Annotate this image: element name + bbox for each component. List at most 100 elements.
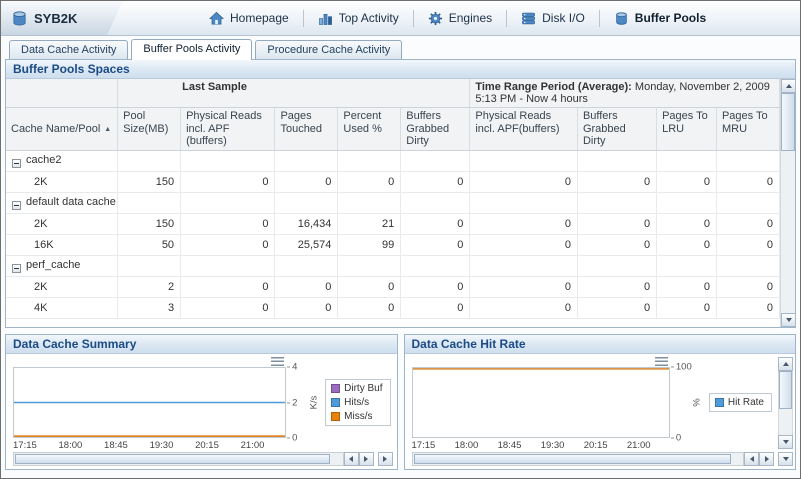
col-header-percent-used[interactable]: Percent Used %: [337, 107, 402, 151]
pool-name: 2K: [34, 175, 48, 188]
server-selector[interactable]: SYB2K: [1, 1, 123, 35]
chart-horizontal-scrollbar[interactable]: [13, 452, 393, 466]
table-row-group-cache2[interactable]: cache2: [6, 150, 780, 172]
cell: 0: [656, 213, 717, 235]
x-axis-tick-label: 20:15: [583, 440, 608, 451]
table-row-group-perf-cache[interactable]: perf_cache: [6, 255, 780, 277]
cache-name: perf_cache: [26, 258, 81, 271]
cell: 0: [400, 234, 471, 256]
pan-down-button[interactable]: [778, 452, 793, 466]
tab-buffer-pools-activity[interactable]: Buffer Pools Activity: [131, 39, 253, 60]
col-header-physical-reads-sample[interactable]: Physical Reads incl. APF (buffers): [180, 107, 276, 151]
scrollbar-track[interactable]: [781, 151, 795, 313]
cell: 0: [274, 171, 339, 193]
data-cache-hit-rate-panel: Data Cache Hit Rate 0 100 % Hit Rate 17:1…: [403, 334, 796, 470]
database-cylinder-icon: [614, 11, 629, 26]
tab-label: Data Cache Activity: [21, 44, 117, 56]
y-axis-title: %: [691, 398, 703, 407]
scrollbar-track[interactable]: [13, 452, 344, 466]
x-axis-tick-label: 18:45: [497, 440, 522, 451]
col-header-pages-to-lru[interactable]: Pages To LRU: [656, 107, 717, 151]
nav-label: Top Activity: [338, 11, 399, 25]
collapse-icon[interactable]: [12, 200, 21, 210]
scroll-right-button[interactable]: [759, 452, 774, 466]
cell: 16,434: [274, 213, 339, 235]
col-header-buffers-grabbed-dirty-range[interactable]: Buffers Grabbed Dirty: [577, 107, 658, 151]
col-label: Pages Touched: [280, 110, 323, 135]
scroll-right-button[interactable]: [358, 452, 374, 466]
panel-header: Data Cache Summary: [6, 335, 397, 354]
chart-horizontal-scrollbar[interactable]: [411, 452, 774, 466]
scroll-left-button[interactable]: [744, 452, 759, 466]
x-axis-tick-label: 17:15: [411, 440, 436, 451]
chart-body: 0 100 % Hit Rate 17:15 18:00 18:45 19:30 20:1…: [405, 354, 796, 469]
cell: [716, 255, 780, 277]
scrollbar-thumb[interactable]: [413, 454, 731, 464]
nav-item-top-activity[interactable]: Top Activity: [304, 11, 413, 26]
cell: 0: [469, 234, 578, 256]
cell: 0: [577, 276, 658, 298]
table-row-pool-16k[interactable]: 16K 50 0 25,574 99 0 0 0 0 0: [6, 234, 780, 256]
scrollbar-track[interactable]: [778, 371, 793, 435]
tab-procedure-cache-activity[interactable]: Procedure Cache Activity: [255, 40, 403, 59]
cell: 0: [400, 171, 471, 193]
cell: [400, 192, 471, 214]
nav-label: Engines: [448, 11, 493, 25]
col-header-buffers-grabbed-dirty-sample[interactable]: Buffers Grabbed Dirty: [400, 107, 471, 151]
chart-vertical-scrollbar[interactable]: [778, 357, 793, 466]
cell: 0: [716, 234, 780, 256]
pool-name: 16K: [34, 238, 54, 251]
scroll-left-button[interactable]: [343, 452, 359, 466]
table-row-group-default-data-cache[interactable]: default data cache: [6, 192, 780, 214]
scroll-down-button[interactable]: [778, 435, 793, 449]
cell: [656, 255, 717, 277]
table-column-header-row: Cache Name/Pool Pool Size(MB) Physical R…: [6, 107, 780, 151]
col-header-pool-size[interactable]: Pool Size(MB): [117, 107, 182, 151]
gear-icon: [428, 11, 443, 26]
cell: [180, 150, 276, 172]
table-row-pool-2k[interactable]: 2K 150 0 16,434 21 0 0 0 0 0: [6, 213, 780, 235]
nav-label: Buffer Pools: [634, 11, 707, 25]
col-header-pages-touched[interactable]: Pages Touched: [274, 107, 339, 151]
col-header-physical-reads-range[interactable]: Physical Reads incl. APF(buffers): [469, 107, 578, 151]
nav-label: Disk I/O: [542, 11, 585, 25]
nav-item-homepage[interactable]: Homepage: [195, 11, 303, 26]
chart-menu-icon[interactable]: [271, 357, 285, 366]
table-vertical-scrollbar[interactable]: [780, 79, 796, 327]
cell: 0: [469, 213, 578, 235]
cell: 0: [716, 213, 780, 235]
scroll-down-button[interactable]: [781, 313, 796, 327]
col-label: Pool Size(MB): [123, 110, 169, 135]
collapse-icon[interactable]: [12, 263, 21, 273]
col-label: Physical Reads incl. APF(buffers): [475, 110, 560, 135]
nav-item-engines[interactable]: Engines: [414, 11, 506, 26]
x-axis-tick-label: 17:15: [13, 440, 37, 451]
pan-right-button[interactable]: [377, 452, 393, 466]
collapse-icon[interactable]: [12, 158, 21, 168]
chart-menu-icon[interactable]: [654, 357, 668, 366]
scroll-up-button[interactable]: [778, 357, 793, 371]
table-row-pool-2k[interactable]: 2K 150 0 0 0 0 0 0 0 0: [6, 171, 780, 193]
cell: [716, 150, 780, 172]
scrollbar-track[interactable]: [411, 452, 744, 466]
scrollbar-thumb[interactable]: [15, 454, 331, 464]
pool-name: 4K: [34, 301, 48, 314]
tab-data-cache-activity[interactable]: Data Cache Activity: [9, 40, 129, 59]
scrollbar-thumb[interactable]: [781, 93, 795, 151]
col-header-pages-to-mru[interactable]: Pages To MRU: [716, 107, 780, 151]
col-header-cache-name-pool[interactable]: Cache Name/Pool: [6, 107, 119, 151]
buffer-pools-table: Last Sample Time Range Period (Average):…: [6, 79, 780, 327]
panel-title: Buffer Pools Spaces: [13, 62, 130, 76]
scroll-up-button[interactable]: [781, 79, 796, 93]
x-axis-tick-label: 19:30: [540, 440, 565, 451]
cell: [274, 192, 339, 214]
scrollbar-thumb[interactable]: [779, 371, 792, 409]
buffer-pools-spaces-panel: Buffer Pools Spaces Last Sample Time Ran…: [5, 59, 796, 328]
panel-title: Data Cache Hit Rate: [411, 337, 526, 351]
cell: 0: [577, 234, 658, 256]
nav-item-disk-io[interactable]: Disk I/O: [507, 11, 599, 26]
data-cache-summary-panel: Data Cache Summary 0 2 4 K/s Dirty Buf Hits…: [5, 334, 398, 470]
nav-item-buffer-pools[interactable]: Buffer Pools: [600, 11, 720, 26]
